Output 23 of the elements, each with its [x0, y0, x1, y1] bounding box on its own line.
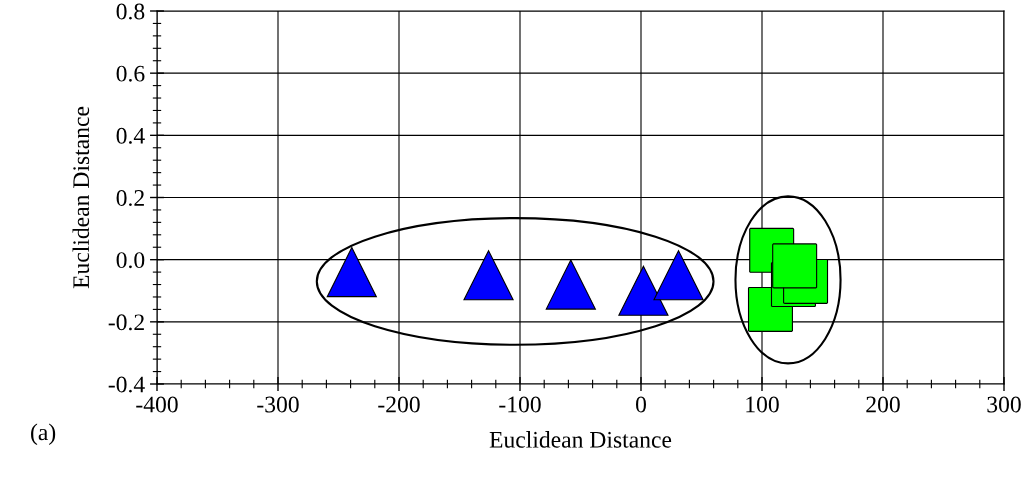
- y-tick-label: -0.2: [108, 314, 144, 331]
- x-tick-label: 0: [636, 396, 646, 413]
- x-tick-label: 300: [987, 396, 1021, 413]
- y-tick-label: 0.4: [116, 127, 145, 144]
- x-tick-label: -400: [136, 396, 178, 413]
- point: [618, 265, 669, 316]
- point: [326, 246, 377, 298]
- y-tick-label: -0.4: [108, 376, 145, 393]
- y-tick-label: 0.6: [116, 65, 145, 82]
- point: [545, 259, 596, 310]
- x-tick-label: 100: [746, 396, 779, 413]
- y-tick-label: 0.2: [116, 189, 144, 207]
- x-tick-label: -200: [378, 396, 420, 413]
- x-tick-label: -300: [257, 396, 299, 413]
- y-axis-title: Euclidean Distance: [72, 106, 90, 289]
- text: (a): [31, 423, 56, 446]
- x-tick-label: -100: [499, 396, 541, 413]
- x-tick-label: 200: [866, 396, 900, 413]
- y-tick-label: 0.0: [116, 252, 145, 269]
- y-tick-label: 0.8: [116, 3, 145, 20]
- point: [463, 250, 514, 301]
- x-axis-title: Euclidean Distance: [489, 431, 672, 448]
- point: [653, 250, 704, 301]
